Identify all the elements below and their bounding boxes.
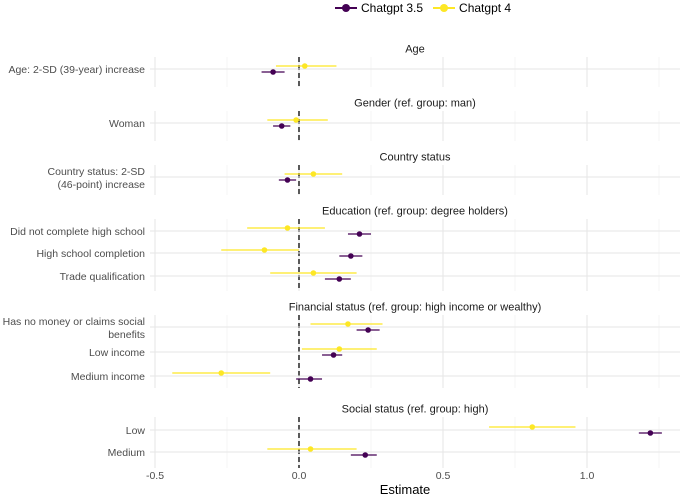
- panel-title-1: Gender (ref. group: man): [354, 98, 476, 110]
- panel-title-3: Education (ref. group: degree holders): [322, 206, 508, 218]
- legend-label-gpt4: Chatgpt 4: [459, 1, 512, 15]
- point-gpt4-4-1: [336, 346, 343, 352]
- legend: Chatgpt 3.5 Chatgpt 4: [335, 0, 521, 16]
- row-label-5-0: Low: [126, 425, 146, 437]
- point-gpt4-1-0: [293, 117, 299, 123]
- legend-key-gpt4: [433, 2, 456, 14]
- point-gpt35-3-0: [356, 231, 363, 237]
- point-gpt4-0-0: [301, 63, 308, 69]
- row-label-4-2: Medium income: [71, 371, 145, 383]
- point-gpt35-0-0: [270, 69, 276, 75]
- point-gpt35-2-0: [284, 177, 291, 183]
- row-label-4-0-a: Has no money or claims social: [3, 316, 145, 328]
- point-gpt4-4-2: [218, 370, 225, 376]
- row-label-2-0-b: (46-point) increase: [57, 179, 145, 191]
- row-label-5-1: Medium: [108, 447, 146, 459]
- panel-title-2: Country status: [380, 152, 451, 164]
- panel-title-0: Age: [405, 44, 425, 56]
- row-label-1-0: Woman: [109, 118, 145, 130]
- legend-label-gpt35: Chatgpt 3.5: [361, 1, 424, 15]
- point-gpt4-3-1: [261, 247, 268, 253]
- x-tick-label-0: -0.5: [146, 470, 164, 482]
- point-gpt35-4-2: [307, 376, 314, 382]
- x-tick-label-1: 0.0: [292, 470, 307, 482]
- legend-key-gpt35: [335, 2, 357, 14]
- row-label-3-0: Did not complete high school: [10, 226, 145, 238]
- x-tick-label-3: 1.0: [580, 470, 595, 482]
- point-gpt35-1-0: [278, 123, 285, 129]
- x-tick-label-2: 0.5: [436, 470, 451, 482]
- point-gpt4-3-2: [310, 270, 317, 276]
- point-gpt4-5-1: [307, 446, 314, 452]
- point-gpt35-5-1: [362, 452, 369, 458]
- point-gpt4-2-0: [310, 171, 317, 177]
- row-label-2-0-a: Country status: 2-SD: [48, 166, 146, 178]
- row-label-4-1: Low income: [89, 347, 145, 359]
- point-gpt35-4-0: [365, 327, 371, 333]
- point-gpt35-5-0: [647, 430, 654, 436]
- panel-title-5: Social status (ref. group: high): [342, 404, 489, 416]
- row-label-3-1: High school completion: [36, 248, 145, 260]
- point-gpt4-5-0: [529, 424, 536, 430]
- point-gpt4-3-0: [284, 225, 291, 231]
- row-label-3-2: Trade qualification: [60, 271, 146, 283]
- panel-title-4: Financial status (ref. group: high incom…: [289, 302, 542, 314]
- row-label-4-0-b: benefits: [108, 329, 145, 341]
- point-gpt35-4-1: [330, 352, 337, 358]
- point-gpt35-3-2: [336, 276, 343, 282]
- x-axis-title: Estimate: [380, 482, 431, 495]
- row-label-0-0: Age: 2-SD (39-year) increase: [8, 64, 145, 76]
- point-gpt4-4-0: [345, 321, 351, 327]
- legend-item-gpt35: Chatgpt 3.5: [335, 1, 423, 15]
- legend-item-gpt4: Chatgpt 4: [433, 1, 511, 15]
- point-gpt35-3-1: [348, 253, 354, 259]
